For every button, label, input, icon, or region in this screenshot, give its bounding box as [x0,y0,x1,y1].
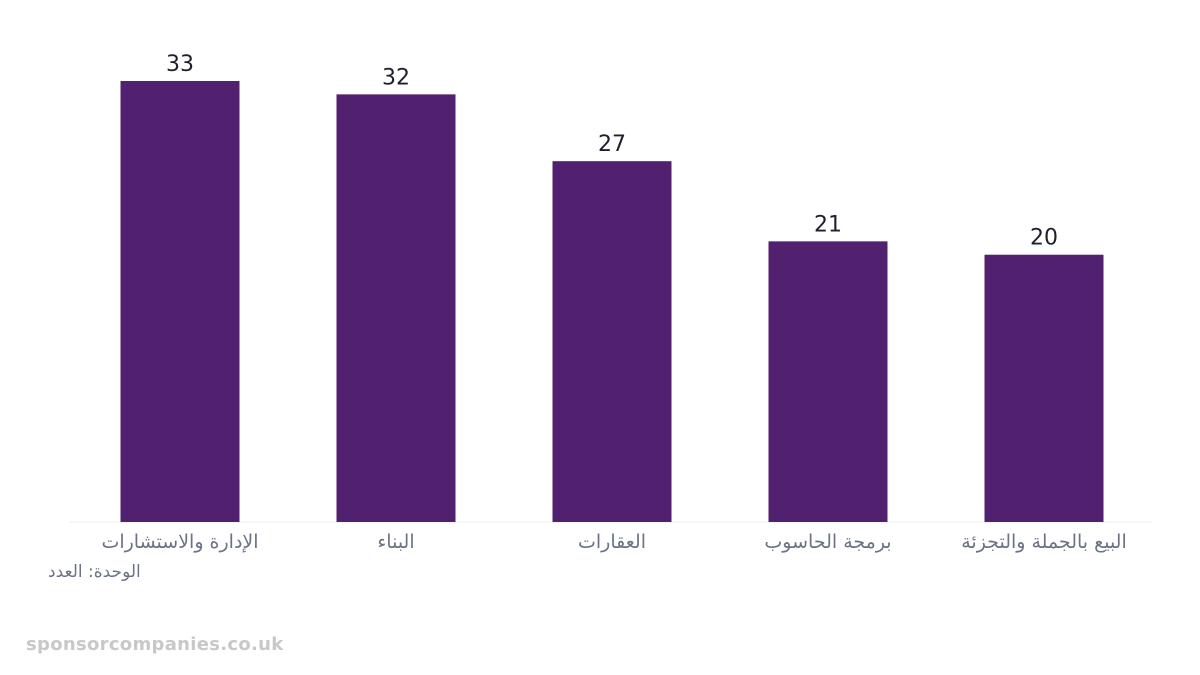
bar-value-label-2: 32 [382,65,410,90]
unit-label: الوحدة: العدد [48,562,141,582]
bars-group [120,81,1104,522]
value-labels-group: 33 32 27 21 20 [166,52,1058,251]
bar-value-label-5: 20 [1030,226,1058,251]
bar-2 [336,94,456,522]
bar-1 [120,81,240,522]
bar-value-label-3: 27 [598,132,626,157]
bar-3 [552,161,672,522]
bar-value-label-4: 21 [814,212,842,237]
category-label-1: الإدارة والاستشارات [101,531,258,553]
bar-5 [984,254,1104,522]
category-label-3: العقارات [578,531,646,553]
category-labels-group: الإدارة والاستشارات البناء العقارات برمجة ا… [101,531,1126,553]
bar-4 [768,241,888,522]
category-label-5: البيع بالجملة والتجزئة [961,531,1127,553]
category-label-4: برمجة الحاسوب [764,531,891,553]
watermark: sponsorcompanies.co.uk [26,634,284,655]
category-label-2: البناء [377,531,414,553]
bar-value-label-1: 33 [166,52,194,77]
